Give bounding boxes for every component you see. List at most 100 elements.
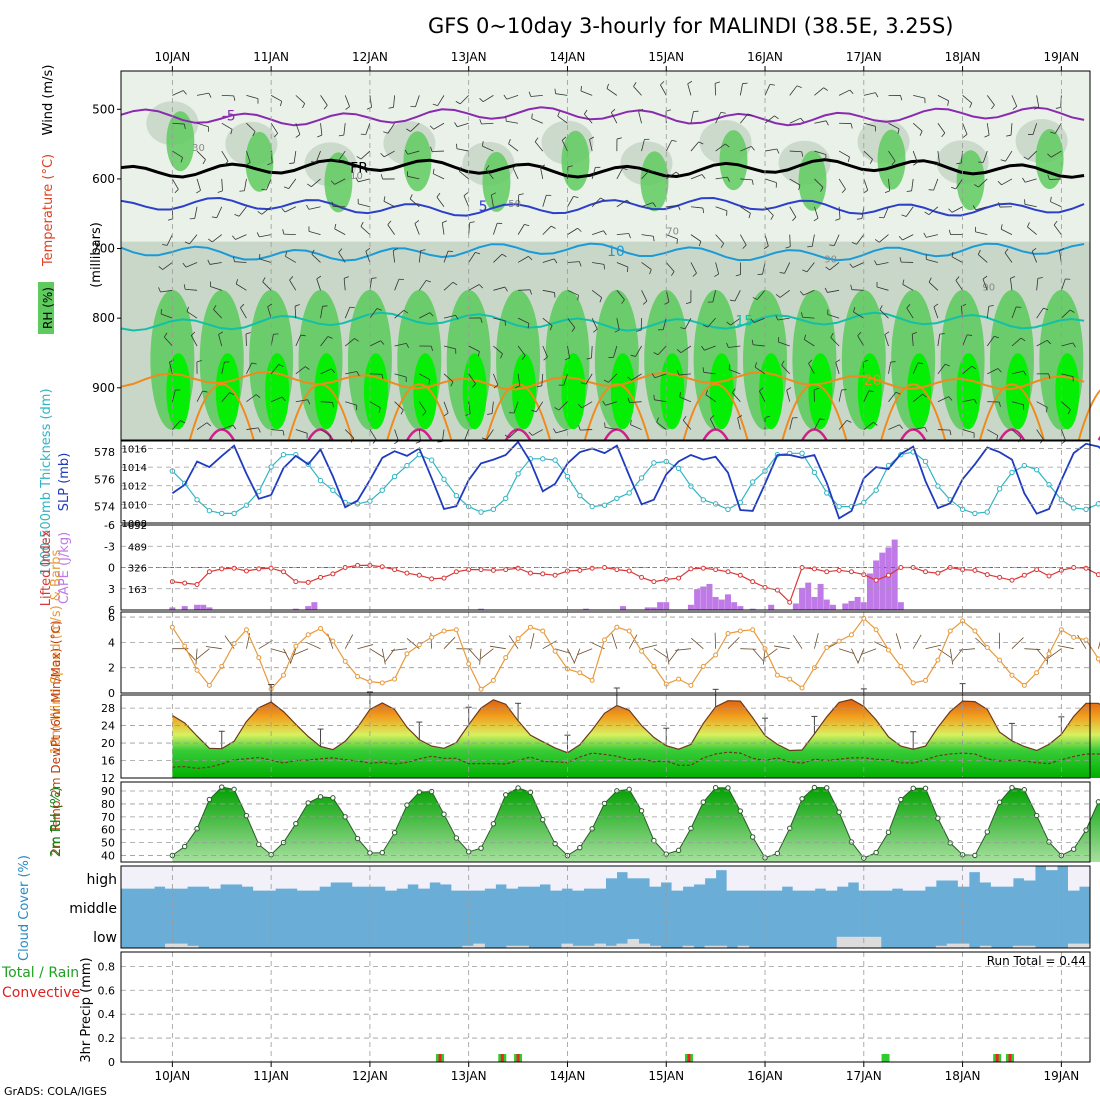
cloud-high-gap — [341, 866, 353, 883]
wind-barb-flag — [602, 400, 606, 406]
rh-patch-moist — [798, 150, 827, 211]
wind-barb — [506, 94, 519, 100]
wind-barb-flag — [652, 202, 657, 207]
wind-barb — [591, 289, 602, 298]
wind-barb — [441, 429, 445, 442]
rh-point — [885, 829, 892, 836]
wind-barb-flag — [922, 393, 927, 398]
wind-barb — [308, 231, 321, 235]
cape-bar — [891, 539, 898, 610]
wind-barb — [714, 83, 717, 96]
wind-barb — [1061, 373, 1074, 377]
rh-plume-saturated — [660, 353, 685, 430]
lifted-index-point — [1046, 573, 1052, 579]
rh-point — [774, 850, 781, 857]
wind-barb — [616, 199, 628, 208]
wind-barb — [906, 307, 914, 319]
wind-barb — [369, 95, 372, 108]
wind-barb — [754, 366, 766, 375]
wind-barb — [633, 86, 642, 96]
thickness-point — [1009, 469, 1015, 476]
cloud-high-gap — [297, 866, 309, 891]
wind-barb — [641, 234, 654, 237]
wind-barb-flag — [677, 205, 681, 211]
wind-barb — [1061, 309, 1071, 319]
wind-barb — [443, 251, 449, 263]
rh-point — [219, 784, 225, 790]
cloud-low-bar — [517, 945, 529, 948]
wind-barb-flag — [365, 247, 371, 252]
wind-barb — [172, 178, 179, 190]
wind-barb — [937, 334, 941, 347]
wind-barb-flag — [262, 277, 266, 283]
wind-barb — [830, 337, 840, 347]
wind-barb — [246, 94, 259, 100]
wind-10m-barb — [195, 648, 198, 665]
thickness-point — [799, 450, 805, 456]
wind-barb — [814, 418, 821, 430]
wind-barb-flag — [800, 117, 805, 123]
wind-10m-barb — [555, 648, 571, 654]
wind-barb-flag — [692, 272, 697, 277]
wind-10m-barb — [357, 644, 374, 650]
cloud-high-gap — [825, 866, 838, 891]
wind-10m-barb — [952, 648, 963, 662]
wind-10m-barb — [912, 634, 922, 649]
wind-barb-flag — [504, 434, 510, 439]
rh-plume-saturated — [215, 353, 240, 430]
wind-barb-flag — [850, 123, 853, 129]
temp-tick-label: 24 — [101, 720, 115, 733]
wind-barb-flag — [338, 134, 344, 137]
cloud-low-bar — [979, 945, 992, 948]
wind-barb-flag — [621, 299, 625, 304]
lifted-index-point — [713, 567, 719, 573]
rh-point — [1095, 799, 1100, 805]
wind-speed-point — [305, 632, 311, 638]
cape-bar — [650, 607, 657, 610]
wind-barb-flag — [322, 305, 328, 307]
rh-legend-swatch — [38, 282, 54, 334]
wind-barb — [732, 392, 741, 402]
wind-barb-flag — [906, 304, 911, 309]
wind-speed-point — [824, 644, 830, 650]
wind-barb-flag — [280, 101, 283, 107]
wind-barb — [616, 318, 620, 330]
wind-barb-flag — [705, 389, 708, 395]
lifted-index-point — [280, 569, 286, 575]
wind-barb — [977, 254, 988, 263]
wind-barb — [660, 84, 667, 96]
lifted-index-point — [811, 566, 817, 572]
wind-barb — [629, 401, 642, 403]
wind-barb-flag — [973, 399, 977, 404]
wind-barb — [493, 373, 499, 386]
thickness-point — [404, 462, 410, 469]
wind-10m-barb — [958, 648, 975, 651]
wind-barb — [631, 373, 642, 381]
wind-barb — [764, 178, 777, 184]
wind-barb — [1024, 203, 1037, 208]
wind-barb-flag — [1050, 131, 1056, 134]
wind-barb-flag — [603, 379, 609, 383]
wind-tick-label: 0 — [108, 687, 115, 700]
wind-barb — [1036, 401, 1048, 408]
lifted-index-point — [824, 569, 830, 575]
wind-barb — [789, 150, 802, 153]
cloud-low-bar — [935, 945, 948, 948]
wind-barb-flag — [1037, 277, 1043, 279]
wind-barb — [1001, 228, 1013, 235]
thickness-point — [972, 510, 978, 517]
precip-convective-bar — [687, 1054, 691, 1062]
wind-barb-flag — [825, 120, 829, 126]
wind-barb — [311, 253, 321, 263]
wind-barb-flag — [687, 80, 693, 85]
wind-barb — [285, 256, 297, 263]
wind-barb — [690, 141, 700, 152]
cloud-high-gap — [913, 866, 926, 891]
wind-barb-flag — [230, 129, 233, 135]
wind-barb-flag — [380, 174, 383, 180]
wind-barb-flag — [552, 428, 557, 434]
wind-barb — [962, 429, 975, 434]
temperature-axis-label: Temperature (°C) — [41, 154, 56, 267]
wind-barb — [512, 167, 519, 180]
wind-barb — [196, 178, 201, 191]
